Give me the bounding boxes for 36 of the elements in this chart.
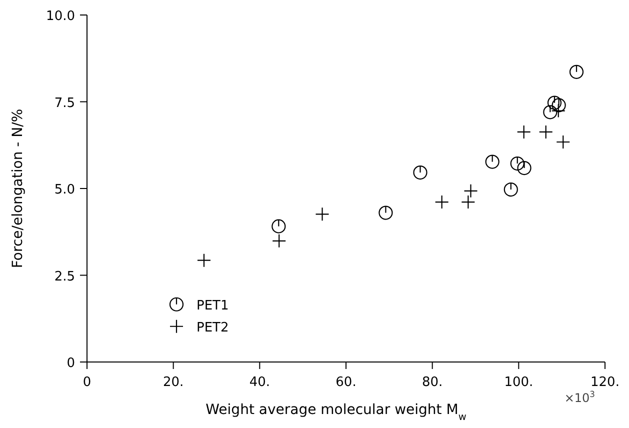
point: [315, 207, 330, 222]
point: [461, 194, 476, 210]
x-tick-label: 120.: [590, 375, 620, 390]
point: [413, 165, 428, 180]
x-tick-label: 0: [82, 375, 92, 390]
y-axis-title: Force/elongation - N/%: [10, 108, 26, 268]
point: [516, 124, 531, 139]
point: [547, 96, 562, 110]
x-tick-label: 100.: [504, 375, 534, 390]
point: [538, 124, 553, 139]
x-tick-label: 80.: [422, 375, 443, 390]
point: [517, 160, 532, 176]
point: [510, 156, 524, 171]
legend-label: PET1: [196, 298, 229, 314]
point: [543, 105, 558, 120]
point: [569, 64, 584, 79]
text: ×10$^{3}$: [564, 389, 595, 405]
point: [434, 194, 449, 210]
x-axis-title: Weight average molecular weight M$_{w}$: [206, 402, 466, 422]
point: [196, 253, 212, 268]
x-tick-label: 20.: [162, 375, 184, 390]
x-tick-label: 60.: [336, 375, 356, 390]
y-tick-label: 10.0: [46, 9, 75, 24]
point: [378, 206, 393, 220]
point: [272, 219, 286, 234]
point: [504, 182, 518, 197]
point: [464, 184, 478, 198]
y-tick-label: 7.5: [54, 96, 75, 111]
point: [552, 98, 566, 112]
point: [485, 154, 500, 169]
x-tick-label: 40.: [249, 375, 270, 390]
y-tick-label: 0: [66, 356, 75, 371]
point: [272, 234, 286, 248]
y-tick-label: 2.5: [54, 269, 75, 284]
legend-label: PET2: [196, 320, 229, 336]
y-tick-label: 5.0: [54, 182, 75, 198]
